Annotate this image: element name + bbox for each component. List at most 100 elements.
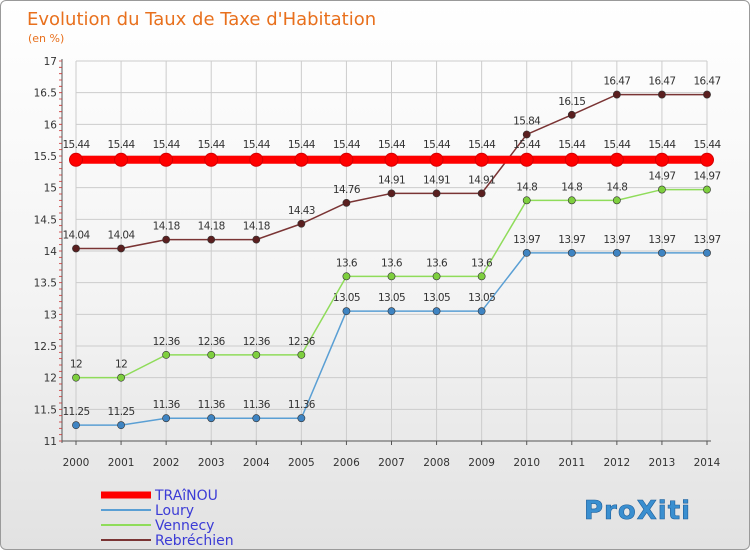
data-label: 13.05 [468, 292, 495, 304]
data-point [387, 272, 396, 281]
data-point [249, 152, 264, 167]
data-label: 14.97 [648, 171, 675, 183]
x-tick-label: 2004 [243, 457, 270, 469]
data-label: 14.91 [423, 174, 450, 186]
data-label: 13.6 [336, 257, 358, 269]
data-point [252, 414, 261, 423]
data-point [117, 421, 125, 430]
x-tick-label: 2014 [694, 457, 721, 469]
data-label: 13.6 [381, 257, 403, 269]
data-label: 14.04 [62, 229, 90, 241]
data-point [432, 189, 441, 198]
data-point [477, 272, 486, 281]
data-label: 15.44 [558, 139, 586, 151]
series-traînou: 15.44 15.44 15.44 15.44 15.44 15.44 15.44 15.44… [62, 139, 722, 167]
data-label: 14.43 [288, 205, 315, 217]
legend-item: TRAîNOU [101, 488, 218, 504]
data-label: 15.44 [513, 139, 541, 151]
data-label: 15.44 [243, 139, 271, 151]
data-point [207, 350, 216, 359]
data-label: 14.04 [108, 229, 136, 241]
series-rebréchien: 14.04 14.04 14.18 14.18 14.18 14.43 14.76 14.91… [62, 76, 721, 253]
x-tick-label: 2009 [468, 457, 495, 469]
data-point [429, 152, 444, 167]
data-point [159, 152, 174, 167]
y-axis-label: (en %) [28, 32, 64, 45]
data-point [522, 196, 531, 205]
data-point [567, 196, 576, 205]
data-label: 15.44 [153, 139, 181, 151]
data-label: 16.15 [558, 96, 585, 108]
data-point [297, 219, 306, 228]
data-point [567, 110, 576, 119]
data-point [700, 152, 714, 167]
y-tick-label: 16 [44, 119, 58, 131]
legend-label: Vennecy [155, 518, 214, 534]
data-point [114, 152, 129, 167]
y-tick-label: 12.5 [34, 341, 57, 353]
y-tick-label: 17 [44, 56, 57, 68]
data-point [567, 248, 576, 257]
data-label: 13.05 [378, 292, 405, 304]
data-label: 15.44 [693, 139, 721, 151]
data-point [654, 152, 669, 167]
data-label: 15.44 [648, 139, 676, 151]
data-point [162, 414, 171, 423]
y-tick-label: 11 [44, 436, 57, 448]
data-point [522, 248, 531, 257]
data-label: 12.36 [198, 336, 226, 348]
data-point [69, 152, 83, 167]
data-label: 12 [70, 359, 82, 371]
data-label: 15.44 [62, 139, 90, 151]
data-point [294, 152, 309, 167]
data-point [72, 421, 80, 430]
data-point [703, 90, 711, 99]
x-tick-labels: 2000 2001 2002 2003 2004 2005 2006 2007 2008 2009… [63, 457, 721, 469]
y-tick-label: 13 [44, 309, 57, 321]
data-label: 16.47 [648, 76, 675, 88]
data-point [252, 235, 261, 244]
y-tick-label: 13.5 [34, 278, 57, 290]
data-point [342, 272, 351, 281]
data-label: 13.97 [693, 234, 720, 246]
data-label: 14.76 [333, 184, 361, 196]
chart-title: Evolution du Taux de Taxe d'Habitation [27, 9, 376, 30]
data-point [387, 307, 396, 316]
x-tick-label: 2000 [63, 457, 90, 469]
legend-item: Loury [101, 503, 194, 519]
data-label: 14.8 [561, 181, 582, 193]
data-label: 14.8 [516, 181, 537, 193]
y-tick-label: 12 [44, 373, 57, 385]
data-label: 14.18 [198, 221, 225, 233]
data-label: 14.97 [693, 171, 720, 183]
logo-text: ProXiti [584, 496, 691, 526]
data-label: 13.97 [558, 234, 585, 246]
legend-label: TRAîNOU [154, 488, 218, 504]
data-point [612, 248, 621, 257]
data-point [204, 152, 219, 167]
x-tick-label: 2008 [423, 457, 450, 469]
data-label: 14.91 [378, 174, 405, 186]
x-tick-label: 2006 [333, 457, 360, 469]
data-label: 14.8 [606, 181, 627, 193]
data-point [658, 185, 666, 194]
data-label: 11.36 [198, 399, 226, 411]
data-label: 15.44 [288, 139, 316, 151]
proxiti-logo: ProXiti [584, 496, 691, 527]
data-label: 15.84 [513, 115, 541, 127]
data-label: 16.47 [603, 76, 630, 88]
data-point [612, 196, 621, 205]
data-point [72, 373, 80, 382]
data-label: 13.97 [648, 234, 675, 246]
data-point [162, 235, 171, 244]
axes [59, 59, 711, 445]
data-label: 12.36 [153, 336, 181, 348]
data-label: 12 [115, 359, 127, 371]
x-tick-label: 2010 [513, 457, 540, 469]
data-label: 13.05 [423, 292, 450, 304]
legend-label: Rebréchien [155, 533, 234, 549]
data-point [117, 244, 125, 253]
data-label: 13.05 [333, 292, 360, 304]
data-point [432, 307, 441, 316]
